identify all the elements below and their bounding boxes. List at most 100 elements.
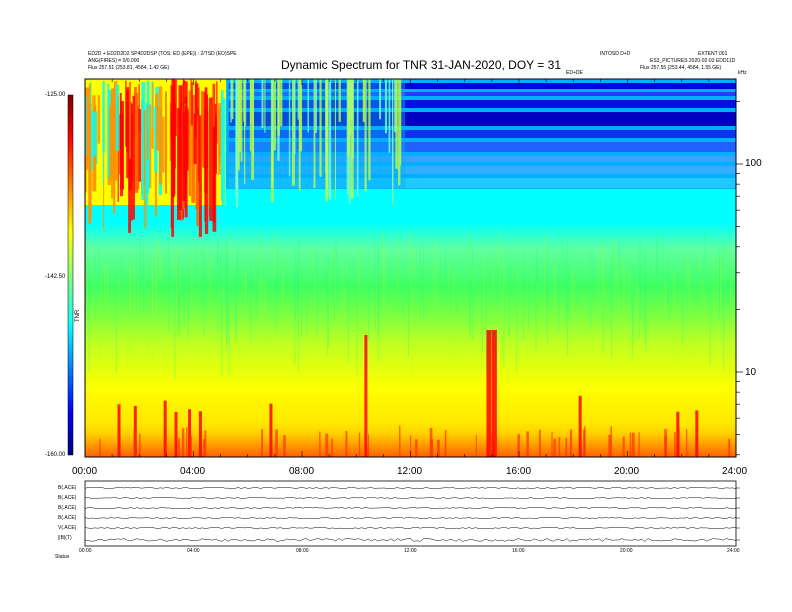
noise-streak — [221, 279, 223, 376]
noise-streak — [121, 253, 123, 279]
low-burst-mark — [399, 425, 401, 456]
burst-streak — [85, 95, 87, 156]
low-burst-mark — [629, 432, 632, 457]
noise-streak — [327, 284, 329, 355]
noise-streak — [187, 274, 189, 320]
noise-streak — [159, 240, 161, 280]
spectral-band-mid-6 — [228, 156, 406, 162]
x-tick-label-1: 04:00 — [180, 466, 206, 477]
panel-row-label-5: ||B|(T) — [58, 535, 72, 541]
low-burst-mark — [319, 431, 321, 457]
burst-streak — [221, 90, 224, 202]
low-burst-mark — [325, 433, 329, 457]
noise-streak — [603, 276, 605, 299]
noise-streak — [632, 271, 634, 346]
parameter-panel-frame — [84, 480, 737, 547]
noise-streak — [217, 236, 219, 335]
noise-streak — [115, 274, 117, 375]
burst-mark — [188, 409, 192, 457]
burst-streak — [214, 103, 217, 165]
colorbar-tick-top: -125.00 — [45, 92, 66, 98]
noise-streak — [152, 273, 154, 360]
low-burst-mark — [283, 435, 286, 457]
noise-streak — [453, 271, 455, 359]
noise-streak — [492, 255, 494, 292]
mid-streak — [313, 79, 316, 189]
noise-streak — [218, 277, 220, 359]
noise-streak — [343, 287, 345, 337]
noise-streak — [129, 258, 131, 355]
x-tick-marks — [84, 79, 737, 457]
low-burst-mark — [444, 430, 447, 457]
panel-trace-4 — [84, 526, 737, 530]
noise-streak — [682, 273, 684, 347]
noise-streak — [347, 279, 349, 365]
burst-streak — [134, 87, 137, 138]
noise-streak — [503, 246, 505, 343]
noise-streak — [497, 279, 499, 307]
noise-streak — [299, 267, 301, 347]
noise-streak — [301, 269, 303, 337]
noise-streak — [334, 249, 336, 336]
noise-streak — [567, 279, 569, 356]
noise-streak — [423, 242, 425, 319]
header-info-left-2: ANG(FIRES) = 0/0.000 — [88, 58, 140, 64]
low-burst-mark — [99, 438, 101, 457]
noise-streak — [99, 277, 101, 359]
noise-streak — [433, 257, 435, 324]
burst-streak — [196, 115, 199, 226]
noise-streak — [397, 268, 399, 311]
noise-streak — [565, 249, 567, 325]
spectral-band-5 — [405, 142, 736, 152]
low-burst-mark — [631, 432, 635, 457]
spectral-band-8 — [405, 178, 736, 188]
mid-streak — [297, 79, 299, 120]
low-burst-mark — [674, 431, 676, 457]
noise-streak — [160, 255, 162, 282]
burst-mark — [364, 335, 368, 457]
burst-streak — [187, 110, 189, 171]
noise-streak — [282, 256, 284, 334]
spectral-band-mid-7 — [228, 166, 406, 174]
noise-streak — [718, 249, 720, 321]
noise-streak — [722, 236, 724, 307]
noise-streak — [402, 260, 404, 318]
low-burst-mark — [331, 438, 333, 457]
noise-streak — [668, 271, 670, 321]
noise-streak — [469, 230, 471, 282]
noise-streak — [244, 269, 246, 297]
noise-streak — [602, 241, 604, 309]
mid-streak — [328, 79, 332, 200]
burst-streak — [221, 98, 226, 222]
noise-streak — [471, 247, 473, 340]
spectral-band-3 — [405, 112, 736, 126]
header-info-right-1: INTOSD D+D — [600, 51, 631, 57]
panel-x-label-6: 24:00 — [727, 548, 740, 554]
x-tick-label-4: 16:00 — [506, 466, 532, 477]
noise-streak — [440, 259, 442, 289]
low-burst-mark — [275, 429, 278, 457]
noise-streak — [535, 257, 537, 352]
noise-streak — [445, 248, 447, 283]
noise-streak — [502, 277, 504, 361]
panel-row-label-3: B(.ACE) — [58, 515, 77, 521]
burst-streak — [201, 91, 205, 168]
burst-streak — [126, 87, 130, 152]
noise-streak — [333, 241, 335, 319]
noise-streak — [656, 238, 658, 299]
noise-streak — [118, 277, 120, 313]
noise-streak — [701, 278, 703, 303]
noise-streak — [645, 284, 647, 352]
noise-streak — [374, 239, 376, 332]
noise-streak — [220, 254, 222, 331]
noise-streak — [716, 256, 718, 307]
noise-streak — [673, 271, 675, 363]
header-info-right-2: EXTENT 001 — [698, 51, 728, 57]
burst-streak — [145, 112, 147, 230]
spectral-band-6 — [405, 156, 736, 162]
noise-streak — [107, 263, 109, 332]
noise-streak — [409, 275, 411, 305]
noise-streak — [260, 232, 262, 319]
low-burst-mark — [186, 427, 188, 457]
